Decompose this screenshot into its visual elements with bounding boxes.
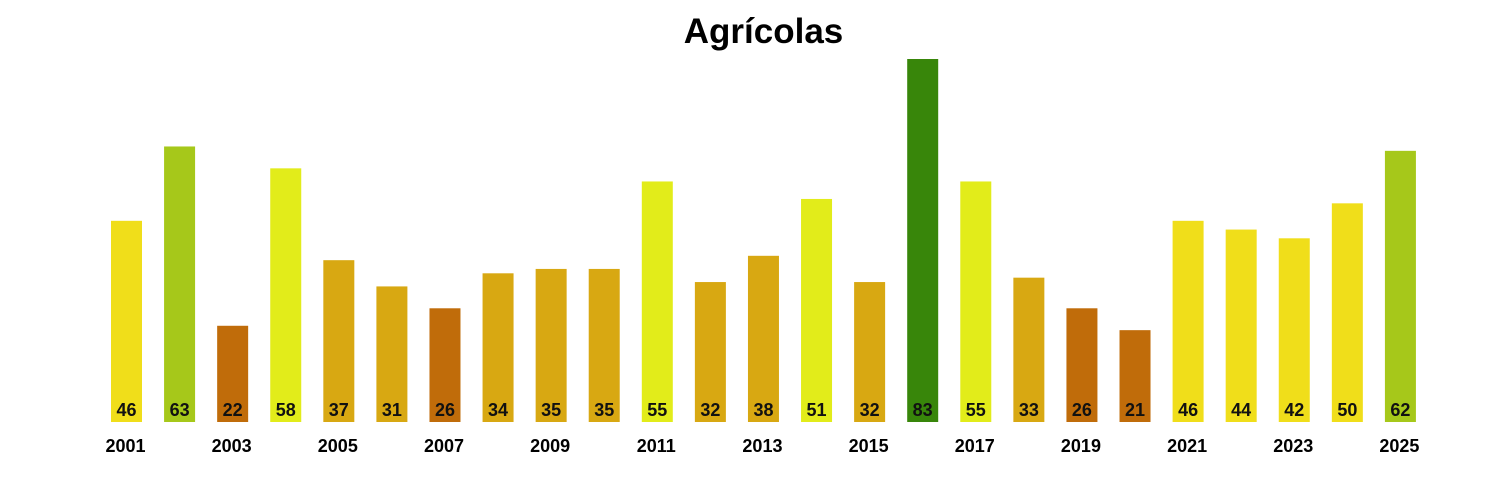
bar-2023: [1278, 238, 1310, 422]
bar-value-label: 33: [1019, 400, 1039, 420]
bars-group: [111, 59, 1416, 422]
bar-value-label: 35: [594, 400, 614, 420]
bar-2024: [1331, 203, 1363, 422]
bar-value-label: 32: [700, 400, 720, 420]
bar-value-label: 26: [435, 400, 455, 420]
bar-value-label: 42: [1284, 400, 1304, 420]
bar-2013: [747, 255, 779, 422]
bar-value-label: 51: [807, 400, 827, 420]
bar-value-label: 31: [382, 400, 402, 420]
bar-2005: [323, 260, 355, 422]
bar-value-labels: 46 63 22 58 37 31 26 34 35 35 55 32 38 51 32 83 55 33 26 21…: [116, 400, 1410, 420]
bar-2020: [1119, 330, 1151, 422]
x-tick-label: 2005: [318, 436, 358, 456]
bar-value-label: 63: [170, 400, 190, 420]
bar-2004: [270, 168, 302, 422]
bar-value-label: 37: [329, 400, 349, 420]
bar-2003: [217, 325, 249, 422]
bar-value-label: 35: [541, 400, 561, 420]
bar-value-label: 38: [753, 400, 773, 420]
bar-2009: [535, 268, 567, 422]
bar-value-label: 32: [860, 400, 880, 420]
bar-2015: [854, 282, 886, 422]
bar-2007: [429, 308, 461, 422]
bar-2017: [960, 181, 992, 422]
bar-2008: [482, 273, 514, 422]
x-tick-label: 2019: [1061, 436, 1101, 456]
chart-title: Agrícolas: [683, 12, 844, 51]
bar-2010: [588, 268, 620, 422]
x-tick-label: 2007: [424, 436, 464, 456]
x-tick-label: 2023: [1273, 436, 1313, 456]
bar-2006: [376, 286, 408, 422]
bar-value-label: 50: [1337, 400, 1357, 420]
bar-value-label: 46: [116, 400, 136, 420]
bar-2022: [1225, 229, 1257, 422]
bar-2014: [801, 198, 833, 422]
bar-value-label: 22: [223, 400, 243, 420]
bar-value-label: 21: [1125, 400, 1145, 420]
x-tick-label: 2003: [212, 436, 252, 456]
x-tick-label: 2001: [105, 436, 145, 456]
bar-2012: [694, 282, 726, 422]
bar-value-label: 34: [488, 400, 508, 420]
bar-2025: [1384, 150, 1416, 422]
bar-value-label: 46: [1178, 400, 1198, 420]
bar-value-label: 62: [1390, 400, 1410, 420]
x-tick-label: 2017: [955, 436, 995, 456]
bar-value-label: 58: [276, 400, 296, 420]
bar-value-label: 26: [1072, 400, 1092, 420]
bar-2011: [641, 181, 673, 422]
x-tick-label: 2013: [742, 436, 782, 456]
bar-value-label: 83: [913, 400, 933, 420]
bar-2018: [1013, 277, 1045, 422]
bar-2019: [1066, 308, 1098, 422]
bar-2021: [1172, 220, 1204, 422]
x-axis-ticks: 2001 2003 2005 2007 2009 2011 2013 2015 2017 2019…: [105, 436, 1419, 456]
bar-value-label: 44: [1231, 400, 1251, 420]
x-tick-label: 2021: [1167, 436, 1207, 456]
x-tick-label: 2015: [849, 436, 889, 456]
x-tick-label: 2025: [1379, 436, 1419, 456]
bar-2016: [907, 59, 939, 422]
x-tick-label: 2009: [530, 436, 570, 456]
bar-2002: [164, 146, 196, 422]
bar-value-label: 55: [966, 400, 986, 420]
bar-value-label: 55: [647, 400, 667, 420]
x-tick-label: 2011: [637, 436, 676, 456]
bar-2001: [111, 220, 142, 422]
